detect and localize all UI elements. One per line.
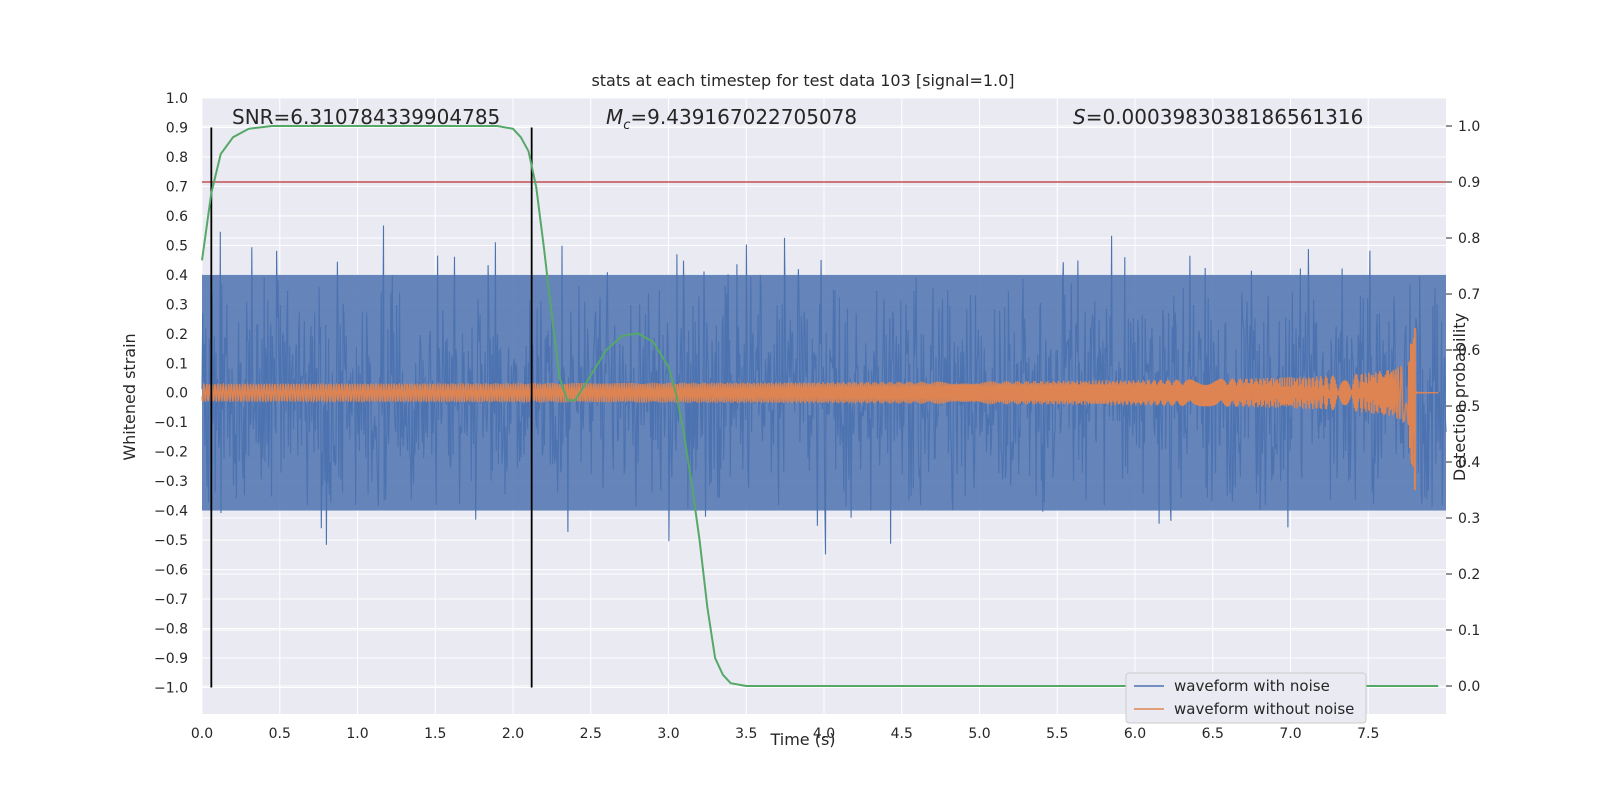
chirp-line — [201, 337, 1439, 467]
x-axis-label: Time (s) — [769, 730, 835, 749]
snr-annotation: SNR=6.310784339904785 — [232, 105, 500, 129]
chirp-series — [201, 327, 1439, 490]
y-tick-label-right: 0.5 — [1458, 399, 1480, 415]
legend-label-noise: waveform with noise — [1174, 677, 1330, 695]
x-tick-label: 5.5 — [1046, 726, 1068, 742]
y-tick-label-left: −0.3 — [154, 474, 188, 490]
y-tick-label-left: −0.9 — [154, 651, 188, 667]
x-tick-label: 6.5 — [1202, 726, 1224, 742]
y-tick-label-left: −0.5 — [154, 533, 188, 549]
y-tick-label-left: 1.0 — [166, 91, 188, 107]
y-tick-label-left: −0.2 — [154, 445, 188, 461]
y-tick-label-left: −0.7 — [154, 592, 188, 608]
y-tick-label-right: 0.4 — [1458, 455, 1480, 471]
chirp-mass-annotation: Mc=9.439167022705078 — [606, 105, 857, 133]
legend: waveform with noise waveform without noi… — [1125, 672, 1367, 724]
y-tick-label-right: 0.3 — [1458, 511, 1480, 527]
y-tick-label-left: 0.8 — [166, 150, 188, 166]
x-tick-label: 3.0 — [657, 726, 679, 742]
x-tick-label: 2.0 — [502, 726, 524, 742]
y-tick-label-left: −0.8 — [154, 622, 188, 638]
chirp-mass-value: =9.439167022705078 — [630, 105, 857, 129]
vlines-group — [210, 127, 533, 688]
probability-line — [201, 125, 1439, 687]
y-tick-label-left: −0.6 — [154, 563, 188, 579]
x-ticks: 0.0 0.5 1.0 1.5 2.0 2.5 3.0 3.5 4.0 4.5 5.0 5.5 6.0 6… — [191, 726, 1380, 742]
y-tick-label-left: 0.5 — [166, 238, 188, 254]
y-tick-label-right: 1.0 — [1458, 119, 1480, 135]
s-value: =0.0003983038186561316 — [1086, 105, 1364, 129]
legend-label-clean: waveform without noise — [1174, 700, 1354, 718]
x-tick-label: 7.0 — [1279, 726, 1301, 742]
y-tick-label-left: −1.0 — [154, 680, 188, 696]
y-tick-label-right: 0.7 — [1458, 287, 1480, 303]
legend-box — [1125, 672, 1367, 724]
y-tick-label-left: 0.0 — [166, 386, 188, 402]
x-tick-label: 0.0 — [191, 726, 213, 742]
y-tick-label-left: 0.7 — [166, 179, 188, 195]
y-tick-label-left: −0.4 — [154, 504, 188, 520]
y-tick-label-right: 0.2 — [1458, 567, 1480, 583]
x-tick-label: 7.5 — [1357, 726, 1379, 742]
y-tick-label-left: 0.4 — [166, 268, 188, 284]
y-ticks-left: 1.0 0.9 0.8 0.7 0.6 0.5 0.4 0.3 0.2 0.1 0.0 −0.1 −0.… — [154, 91, 188, 696]
x-tick-label: 1.5 — [424, 726, 446, 742]
y-tick-label-left: 0.3 — [166, 297, 188, 313]
y-tick-label-left: −0.1 — [154, 415, 188, 431]
y-axis-label-right: Detection probability — [1450, 313, 1469, 481]
x-tick-label: 5.0 — [968, 726, 990, 742]
chirp-mass-symbol: M — [606, 105, 623, 129]
y-tick-label-left: 0.2 — [166, 327, 188, 343]
x-tick-label: 1.0 — [346, 726, 368, 742]
y-tick-label-right: 0.8 — [1458, 231, 1480, 247]
y-tick-label-right: 0.1 — [1458, 623, 1480, 639]
y-tick-label-right: 0.0 — [1458, 679, 1480, 695]
x-tick-label: 6.0 — [1124, 726, 1146, 742]
x-tick-label: 4.0 — [813, 726, 835, 742]
s-symbol: S — [1073, 105, 1086, 129]
chart-title: stats at each timestep for test data 103… — [591, 71, 1014, 90]
x-tick-label: 2.5 — [580, 726, 602, 742]
y-axis-label: Whitened strain — [120, 333, 139, 460]
y-tick-label-right: 0.9 — [1458, 175, 1480, 191]
y-tick-label-left: 0.9 — [166, 120, 188, 136]
y-tick-label-right: 0.6 — [1458, 343, 1480, 359]
y-ticks-right: 1.0 0.9 0.8 0.7 0.6 0.5 0.4 0.3 0.2 0.1 0.0 — [1446, 119, 1480, 695]
y-tick-label-left: 0.6 — [166, 209, 188, 225]
y-tick-label-left: 0.1 — [166, 356, 188, 372]
x-tick-label: 0.5 — [269, 726, 291, 742]
s-annotation: S=0.0003983038186561316 — [1073, 105, 1363, 129]
chirp-mass-subscript: c — [623, 118, 630, 133]
x-tick-label: 4.5 — [891, 726, 913, 742]
x-tick-label: 3.5 — [735, 726, 757, 742]
probability-series — [201, 125, 1439, 687]
